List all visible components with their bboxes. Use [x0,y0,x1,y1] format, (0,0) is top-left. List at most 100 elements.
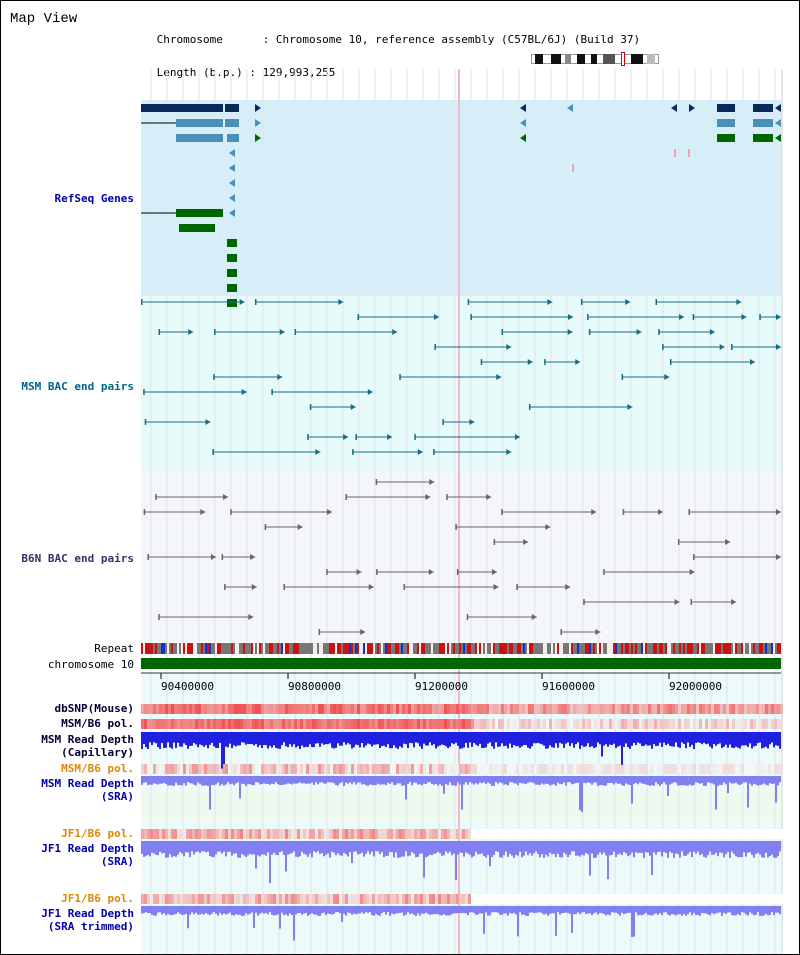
repeat-element [777,643,779,654]
jf1-pol-cell [231,829,234,839]
jf1-trim-depth-bar [431,906,433,915]
msm-sra-depth-bar [543,776,545,785]
dbsnp-cell [585,704,588,714]
jf1-trim-depth-bar [257,906,259,916]
msm-cap-depth-bar [355,732,357,745]
jf1-sra-depth-bar [481,841,483,854]
dbsnp-cell [297,704,300,714]
repeat-element [417,643,419,654]
jf1-trim-depth-bar [329,906,331,914]
jf1-pol2-cell [660,894,663,904]
jf1-trim-depth-bar [331,906,333,915]
jf1-trim-depth-bar [323,906,325,913]
jf1-sra-depth-bar [309,841,311,854]
dbsnp-cell [741,704,744,714]
dbsnp-cell [249,704,252,714]
jf1-sra-depth-bar [275,841,277,855]
msm-cap-depth-bar [149,732,151,743]
msm-cap-depth-bar [673,732,675,747]
jf1-sra-depth-bar [621,841,623,856]
jf1-sra-depth-bar [771,841,773,855]
jf1-pol2-cell [249,894,252,904]
jf1-sra-depth-bar [603,841,605,853]
msm-sra-depth-bar [419,776,421,785]
jf1-sra-depth-bar [715,841,717,853]
jf1-pol-cell [198,829,201,839]
msm-sra-depth-bar [699,776,701,784]
jf1-trim-depth-bar [601,906,603,914]
msm-sra-depth-bar [445,776,447,784]
dbsnp-cell [387,704,390,714]
b6n-bac-pair-end [158,614,160,620]
repeat-element [223,643,225,654]
jf1-pol-cell [486,829,489,839]
jf1-pol-cell [630,829,633,839]
msm-cap-depth-bar [245,732,247,745]
msm-sra-depth-bar [421,776,423,786]
jf1-pol2-cell [486,894,489,904]
chromosome-ideogram[interactable] [531,52,659,66]
b6n-bac-pair-end [368,584,374,590]
jf1-pol-cell [261,829,264,839]
msm-pol-cell [261,719,264,729]
msm-cap-depth-bar [765,732,767,747]
msm-pol2-cell [351,764,354,774]
dbsnp-cell [156,704,159,714]
dbsnp-cell [498,704,501,714]
jf1-pol2-cell [567,894,570,904]
msm-bac-pair-end [315,449,321,455]
msm-pol-cell [432,719,435,729]
jf1-sra-depth-bar [537,841,539,854]
dbsnp-cell [396,704,399,714]
msm-bac-pair-end [480,359,483,365]
repeat-element [611,643,613,654]
gene-arrow [775,134,781,142]
jf1-sra-depth-bar [643,841,645,858]
msm-sra-depth-bar [487,776,489,783]
b6n-bac-pair-end [248,614,254,620]
repeat-element [413,643,415,654]
jf1-sra-depth-bar [165,841,167,858]
jf1-sra-depth-bar [357,841,359,855]
msm-cap-depth-bar [575,732,577,745]
msm-pol-cell [483,719,486,729]
msm-cap-depth-bar [521,732,523,747]
dbsnp-cell [366,704,369,714]
msm-cap-depth-bar [201,732,203,746]
msm-pol2-cell [651,764,654,774]
repeat-element [601,643,603,654]
msm-pol-cell [324,719,327,729]
msm-pol2-cell [741,764,744,774]
jf1-pol2-cell [402,894,405,904]
jf1-pol-cell [750,829,753,839]
msm-pol-cell [618,719,621,729]
msm-pol-cell [549,719,552,729]
dbsnp-cell [450,704,453,714]
msm-pol-cell [144,719,147,729]
msm-pol-cell [597,719,600,729]
b6n-bac-pair-end [147,554,149,560]
msm-sra-depth-bar [611,776,613,784]
msm-cap-depth-bar [507,732,509,749]
dbsnp-cell [321,704,324,714]
msm-pol-cell [567,719,570,729]
msm-pol2-cell [543,764,546,774]
msm-cap-depth-bar [271,732,273,748]
jf1-sra-depth-bar [403,841,405,857]
msm-cap-depth-bar [461,732,463,749]
jf1-pol-cell [573,829,576,839]
jf1-sra-depth-bar [539,841,541,858]
jf1-pol-cell [576,829,579,839]
msm-pol2-cell [360,764,363,774]
jf1-pol-cell [354,829,357,839]
msm-sra-depth-bar [703,776,705,786]
repeat-element [725,643,727,654]
msm-sra-depth-bar [575,776,577,783]
jf1-trim-depth-bar [509,906,511,913]
jf1-sra-depth-bar [405,841,407,852]
jf1-pol-cell [156,829,159,839]
jf1-trim-depth-bar [645,906,647,913]
jf1-sra-depth-bar [327,841,329,854]
jf1-trim-depth-bar [263,906,265,914]
msm-cap-depth-bar [421,732,423,749]
